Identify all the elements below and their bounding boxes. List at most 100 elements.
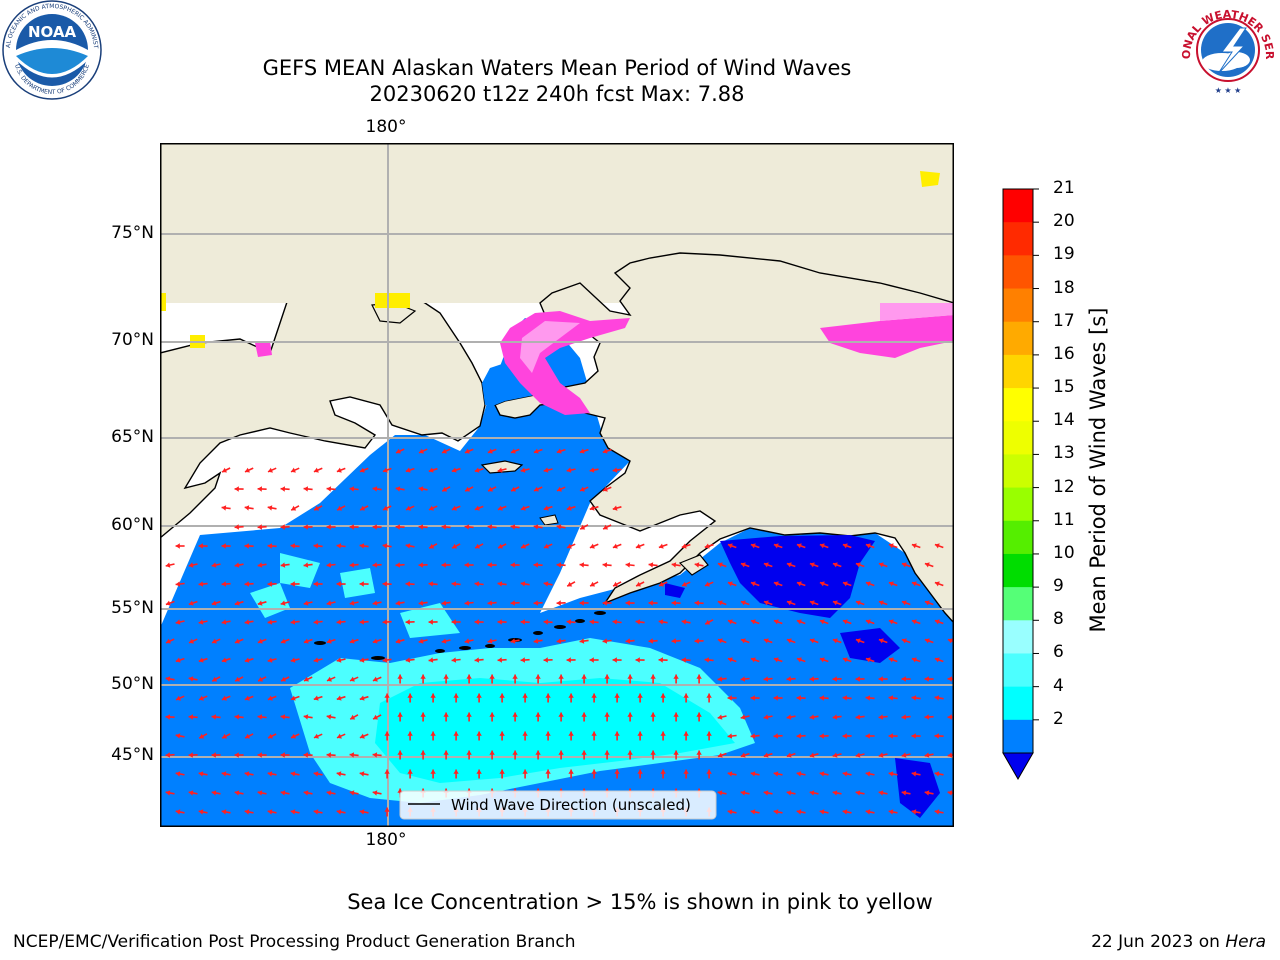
wind-arrow-head [558, 674, 564, 679]
wind-arrow-head [244, 543, 249, 549]
wind-arrow-head [280, 714, 286, 720]
wind-arrow-head [535, 750, 541, 755]
wind-arrow-head [717, 790, 723, 796]
wind-arrow-head [487, 562, 492, 568]
wind-arrow-head [405, 467, 411, 473]
wind-arrow-head [349, 790, 355, 796]
wind-arrow-head [819, 619, 825, 625]
wind-arrow-head [786, 714, 792, 720]
wind-arrow-head [865, 619, 871, 625]
wind-arrow-head [911, 771, 917, 777]
wind-arrow-head [865, 657, 871, 663]
wind-arrow-head [420, 674, 426, 679]
wind-arrow-head [511, 486, 516, 492]
wind-arrow-head [465, 486, 471, 492]
wind-arrow-head [520, 505, 526, 511]
wind-arrow-head [442, 486, 448, 492]
wind-arrow-head [428, 581, 433, 587]
wind-arrow-head [441, 600, 447, 606]
wind-arrow-head [359, 695, 365, 701]
wind-arrow-head [763, 600, 769, 606]
wind-arrow-head [443, 712, 449, 717]
wind-arrow-head [809, 638, 815, 644]
wind-arrow-head [855, 638, 861, 644]
colorbar-segment [1003, 587, 1033, 621]
wind-arrow-head [418, 486, 424, 492]
wind-arrow-head [773, 809, 779, 815]
wind-arrow-head [855, 600, 861, 606]
wind-arrow-head [727, 657, 733, 663]
wind-arrow-head [466, 712, 472, 717]
lat-label-55n: 55°N [111, 598, 154, 618]
wind-arrow-head [326, 486, 332, 492]
wind-arrow-head [476, 769, 482, 774]
wind-arrow-head [763, 752, 769, 758]
wind-arrow-head [520, 657, 525, 663]
wind-arrow-head [581, 712, 587, 717]
wind-arrow-head [683, 693, 689, 698]
wind-arrow-head [809, 752, 815, 758]
wind-arrow-head [740, 562, 746, 568]
wind-arrow-head [763, 790, 769, 796]
wind-arrow-head [750, 657, 756, 663]
wind-arrow-head [384, 693, 390, 698]
colorbar-tick-label: 10 [1053, 542, 1075, 563]
wind-arrow-head [372, 524, 377, 530]
wind-arrow-head [635, 543, 641, 549]
wind-arrow-head [418, 524, 423, 530]
wind-arrow-head [487, 524, 493, 530]
colorbar-tick-label: 16 [1053, 343, 1075, 364]
noaa-logo-text: NOAA [28, 23, 77, 41]
wind-arrow-head [407, 693, 413, 698]
wind-arrow-head [796, 695, 801, 701]
wind-arrow-head [198, 809, 204, 815]
wind-arrow-head [579, 600, 584, 606]
wind-arrow-head [543, 467, 549, 473]
wind-arrow-head [683, 769, 689, 774]
wind-arrow-head [763, 562, 769, 568]
wind-arrow-head [648, 562, 654, 568]
wind-arrow-head [580, 486, 585, 492]
wind-arrow-head [842, 695, 847, 701]
wind-arrow-head [349, 562, 355, 568]
wind-arrow-head [199, 695, 204, 701]
wind-arrow-head [419, 448, 424, 454]
wind-arrow-head [727, 809, 733, 815]
wind-arrow-head [464, 524, 470, 530]
wind-arrow-head [442, 448, 447, 454]
wind-arrow-head [384, 807, 390, 812]
wind-arrow-head [809, 714, 815, 720]
wind-arrow-head [888, 809, 894, 815]
wind-arrow-head [566, 657, 571, 663]
wind-arrow-head [581, 750, 587, 755]
wind-arrow-head [567, 581, 573, 587]
wind-arrow-head [796, 809, 802, 815]
wind-arrow-head [382, 581, 387, 587]
colorbar-tick-label: 17 [1053, 310, 1075, 331]
wind-arrow-head [313, 657, 319, 663]
wind-arrow-head [336, 695, 342, 701]
wind-arrow-head [349, 638, 355, 644]
wind-arrow-head [418, 562, 423, 568]
wind-arrow-head [637, 693, 643, 698]
wind-arrow-head [326, 524, 331, 530]
wind-arrow-head [497, 619, 502, 625]
wind-arrow-head [175, 619, 181, 625]
wind-arrow-head [165, 676, 171, 682]
wind-arrow-head [166, 638, 171, 644]
wind-arrow-head [763, 638, 769, 644]
wind-arrow-head [211, 714, 216, 720]
wind-arrow-head [382, 657, 388, 663]
wind-arrow-head [533, 638, 539, 644]
wind-arrow-head [313, 695, 319, 701]
wind-arrow-head [604, 750, 610, 755]
colorbar-segment [1003, 288, 1033, 323]
wind-arrow-head [198, 543, 203, 549]
wind-arrow-head [280, 486, 285, 492]
wind-arrow-head [934, 809, 940, 815]
wind-arrow-head [533, 448, 539, 454]
wind-arrow-head [750, 543, 756, 549]
wind-arrow-head [280, 524, 285, 530]
colorbar-tick-label: 4 [1053, 675, 1064, 696]
wind-arrow-head [614, 769, 620, 774]
